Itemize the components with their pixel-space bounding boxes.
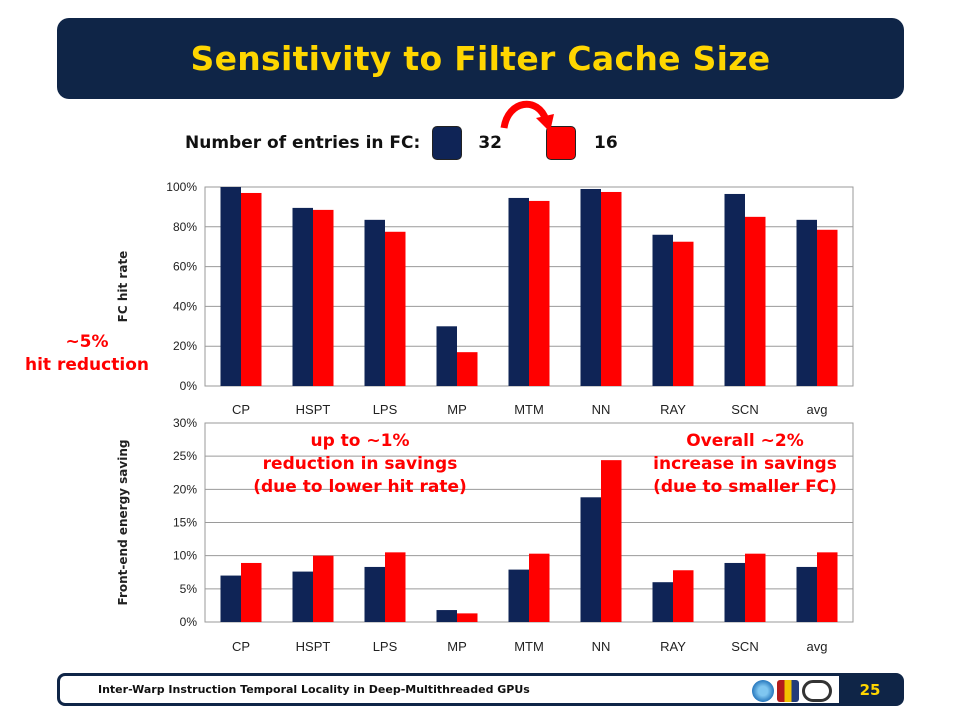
y-tick-label: 20%: [173, 339, 197, 353]
bar-CP-32: [220, 187, 241, 386]
bar-avg-16: [817, 229, 838, 386]
x-tick-label: LPS: [373, 639, 398, 654]
y-tick-label: 80%: [173, 220, 197, 234]
annotation-line: Overall ~2%: [686, 431, 804, 451]
bar-RAY-32: [652, 582, 673, 622]
bar-HSPT-32: [292, 207, 313, 386]
annotation-line: hit reduction: [25, 355, 149, 375]
x-tick-label: NN: [592, 402, 611, 417]
y-tick-label: 40%: [173, 299, 197, 313]
lab-logo-icon: [802, 680, 832, 702]
bar-HSPT-32: [292, 571, 313, 622]
bar-MP-16: [457, 352, 478, 386]
page-number: 25: [839, 676, 901, 703]
legend-value-16: 16: [593, 133, 618, 153]
x-tick-label: MTM: [514, 402, 544, 417]
y-tick-label: 100%: [166, 180, 197, 194]
bar-SCN-32: [724, 562, 745, 622]
annotation-line: up to ~1%: [310, 431, 410, 451]
y-tick-label: 5%: [180, 582, 198, 596]
legend-value-32: 32: [478, 133, 502, 153]
bar-NN-32: [580, 188, 601, 386]
annotation-hit-reduction: ~5% hit reduction: [12, 331, 162, 377]
annotation-line: increase in savings: [653, 454, 837, 474]
y-tick-label: 0%: [180, 379, 198, 393]
annotation-line: (due to smaller FC): [653, 477, 837, 497]
footer-bar: Inter-Warp Instruction Temporal Locality…: [57, 673, 904, 706]
x-tick-label: HSPT: [296, 639, 331, 654]
bar-SCN-16: [745, 216, 766, 386]
bar-MTM-32: [508, 197, 529, 386]
y-tick-label: 10%: [173, 549, 197, 563]
legend: Number of entries in FC: 32 16: [185, 126, 618, 160]
bar-RAY-16: [673, 570, 694, 622]
x-tick-label: NN: [592, 639, 611, 654]
x-tick-label: RAY: [660, 639, 686, 654]
bar-RAY-16: [673, 241, 694, 386]
crest-logo-icon: [777, 680, 799, 702]
bar-MP-16: [457, 613, 478, 622]
bar-HSPT-16: [313, 555, 334, 622]
annotation-line: reduction in savings: [262, 454, 458, 474]
x-tick-label: HSPT: [296, 402, 331, 417]
y-axis-label: FC hit rate: [116, 251, 130, 323]
bar-MTM-32: [508, 569, 529, 622]
x-tick-label: MP: [447, 402, 467, 417]
bar-SCN-32: [724, 193, 745, 386]
annotation-line: ~5%: [65, 332, 109, 352]
bar-MP-32: [436, 326, 457, 386]
x-tick-label: CP: [232, 402, 250, 417]
x-tick-label: SCN: [731, 402, 758, 417]
annotation-line: (due to lower hit rate): [253, 477, 467, 497]
bar-avg-16: [817, 552, 838, 622]
bar-LPS-32: [364, 566, 385, 622]
bar-HSPT-16: [313, 209, 334, 386]
y-tick-label: 20%: [173, 482, 197, 496]
y-tick-label: 15%: [173, 516, 197, 530]
x-tick-label: LPS: [373, 402, 398, 417]
bar-LPS-32: [364, 219, 385, 386]
x-tick-label: SCN: [731, 639, 758, 654]
page-title: Sensitivity to Filter Cache Size: [190, 39, 771, 78]
x-tick-label: CP: [232, 639, 250, 654]
title-bar: Sensitivity to Filter Cache Size: [57, 18, 904, 99]
y-tick-label: 30%: [173, 416, 197, 430]
x-tick-label: avg: [807, 639, 828, 654]
bar-LPS-16: [385, 552, 406, 622]
legend-label: Number of entries in FC:: [185, 133, 421, 153]
bar-CP-32: [220, 575, 241, 622]
legend-swatch-32: [432, 126, 463, 160]
curved-arrow-icon: [500, 100, 554, 132]
y-tick-label: 25%: [173, 449, 197, 463]
bar-NN-16: [601, 460, 622, 622]
legend-swatch-16: [545, 126, 576, 160]
bar-LPS-16: [385, 231, 406, 386]
y-tick-label: 60%: [173, 260, 197, 274]
x-tick-label: MP: [447, 639, 467, 654]
x-tick-label: RAY: [660, 402, 686, 417]
bar-MTM-16: [529, 553, 550, 622]
annotation-lower-hit-rate: up to ~1% reduction in savings (due to l…: [235, 430, 485, 499]
y-tick-label: 0%: [180, 615, 198, 629]
annotation-smaller-fc: Overall ~2% increase in savings (due to …: [625, 430, 865, 499]
bar-NN-32: [580, 497, 601, 622]
bar-CP-16: [241, 192, 262, 386]
bar-avg-32: [796, 219, 817, 386]
bar-RAY-32: [652, 234, 673, 386]
bar-MTM-16: [529, 200, 550, 386]
university-logo-icon: [752, 680, 774, 702]
x-tick-label: MTM: [514, 639, 544, 654]
bar-SCN-16: [745, 553, 766, 622]
y-axis-label: Front-end energy saving: [116, 440, 130, 606]
bar-avg-32: [796, 566, 817, 622]
x-tick-label: avg: [807, 402, 828, 417]
footer-title: Inter-Warp Instruction Temporal Locality…: [98, 683, 530, 696]
bar-MP-32: [436, 610, 457, 622]
hit-rate-chart: 0% 20% 40% 60% 80% 100% FC hit rate CP HSPT LPS MP…: [116, 180, 854, 417]
bar-CP-16: [241, 562, 262, 622]
bar-NN-16: [601, 191, 622, 386]
